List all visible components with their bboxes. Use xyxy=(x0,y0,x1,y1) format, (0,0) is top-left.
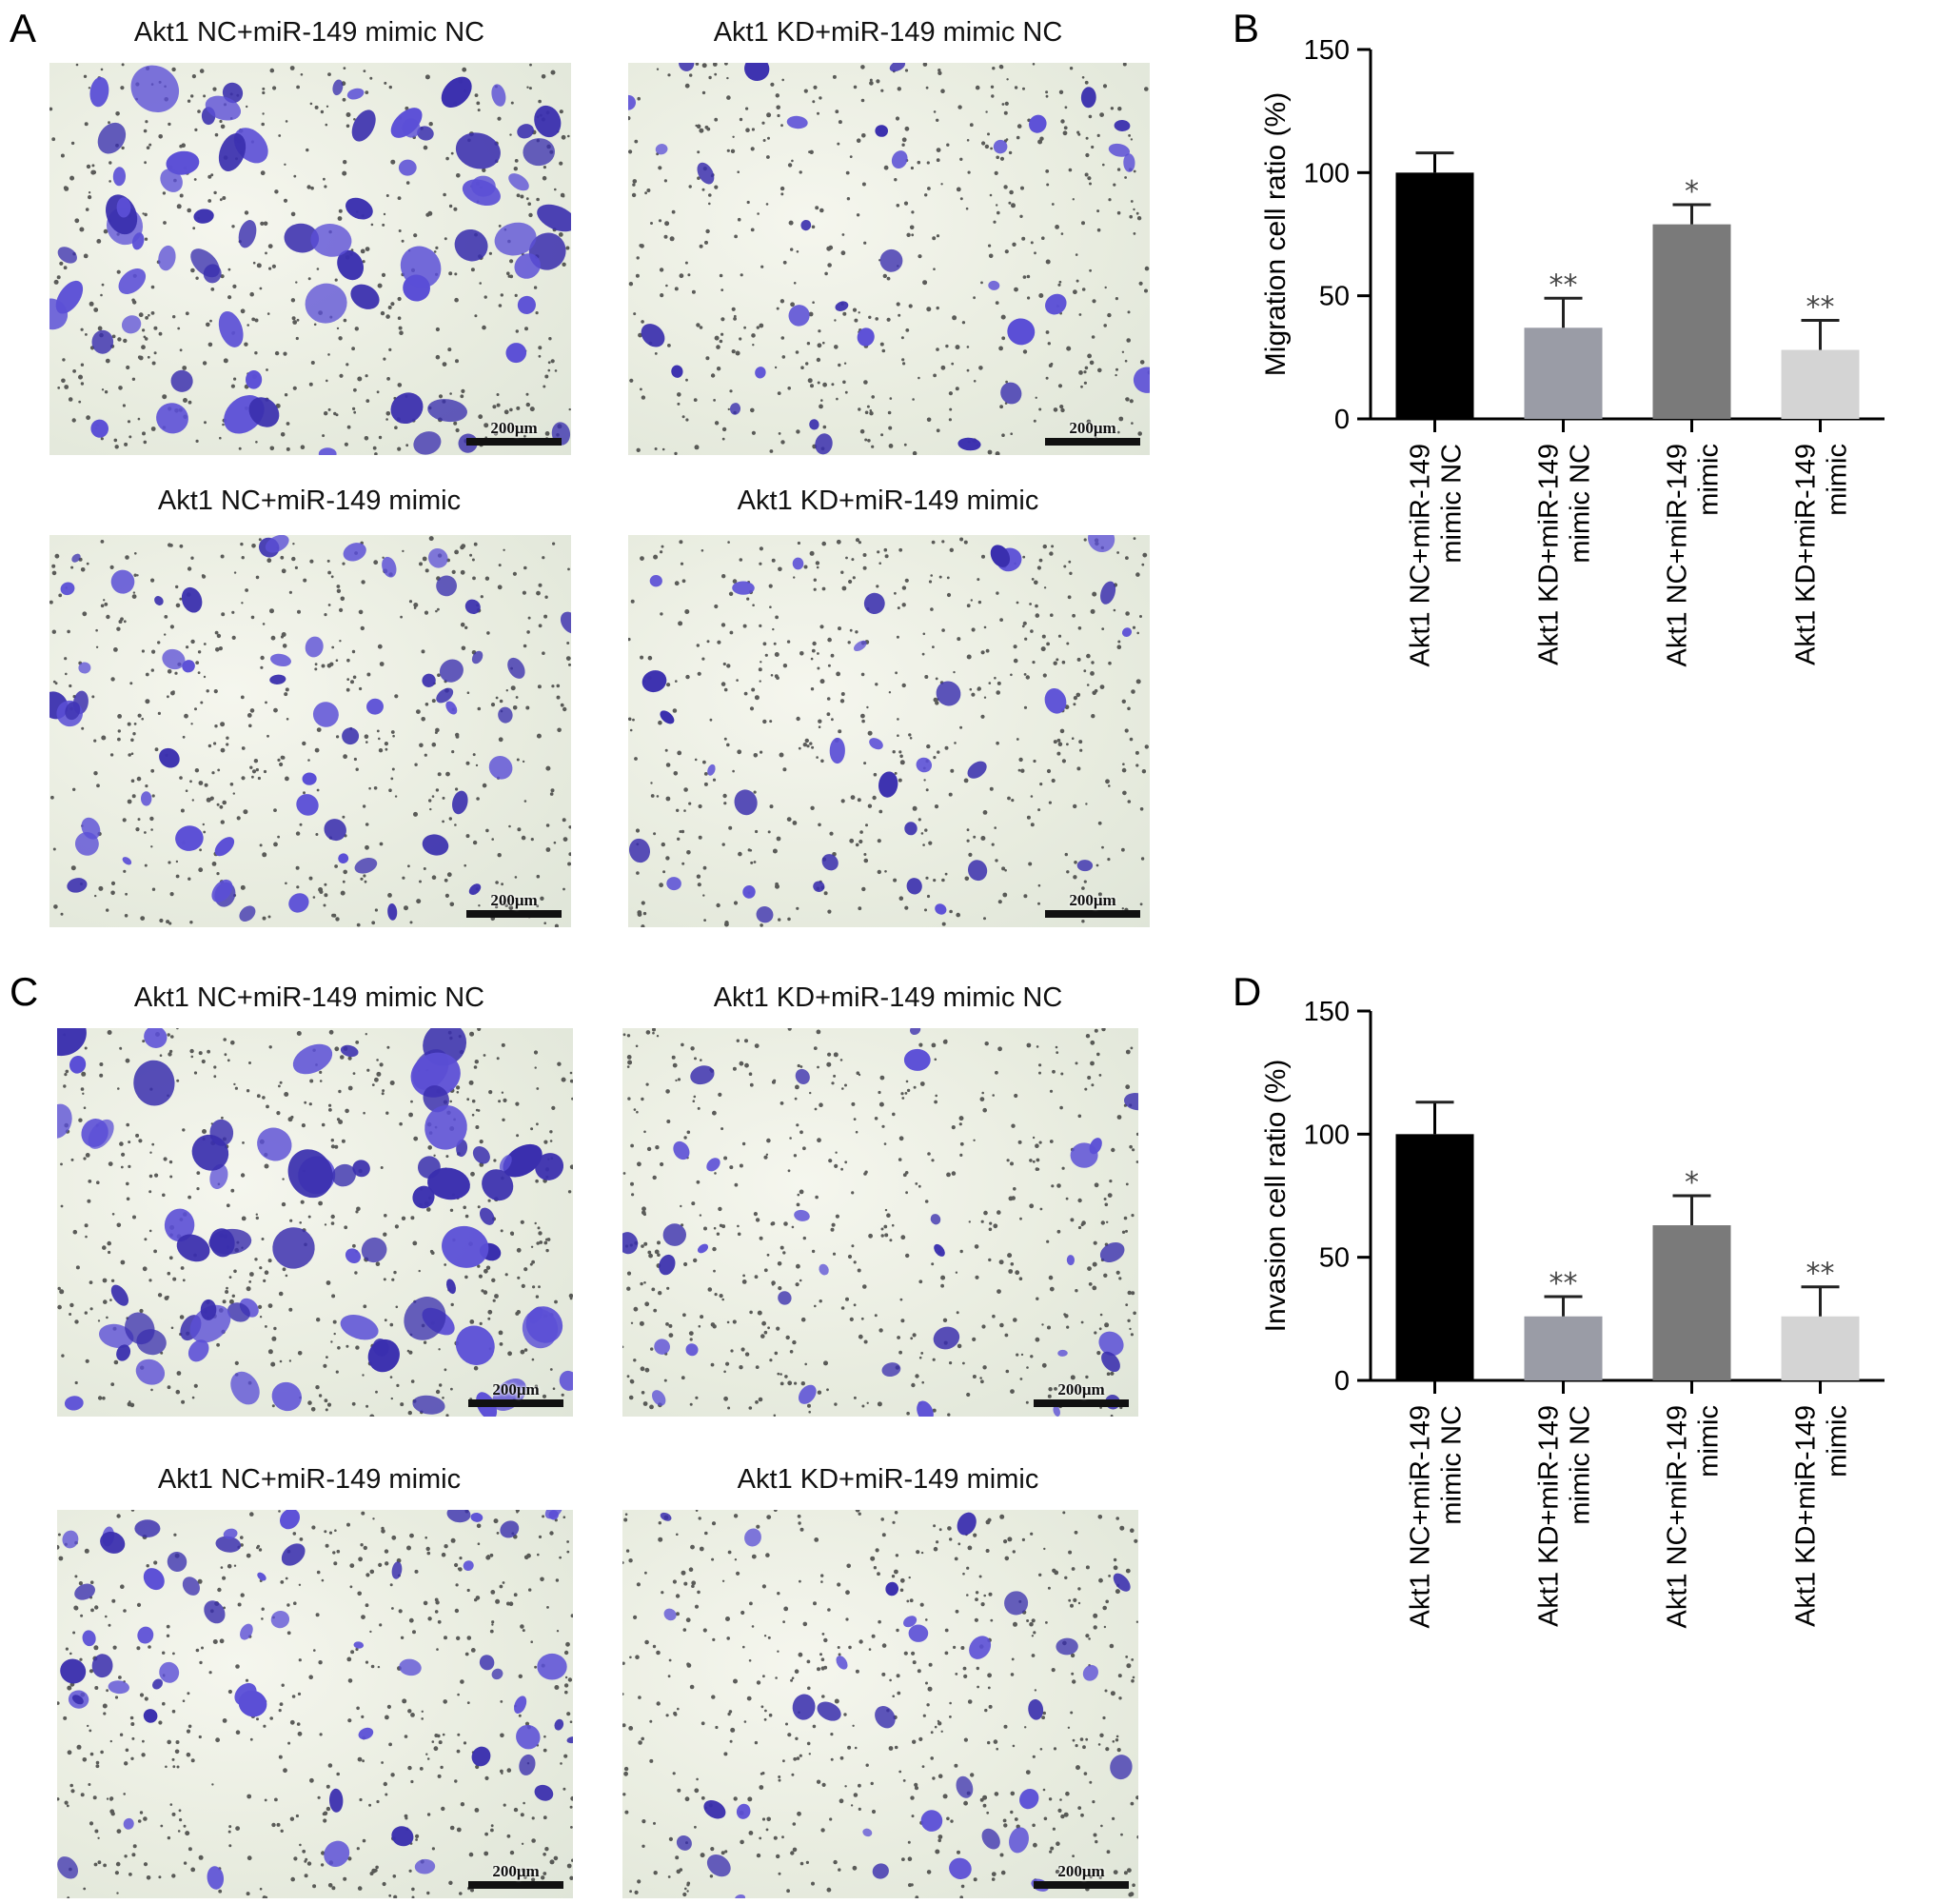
scale-bar xyxy=(466,910,562,918)
bar xyxy=(1781,349,1860,419)
panel-letter-b: B xyxy=(1233,6,1260,50)
image-caption: Akt1 KD+miR-149 mimic xyxy=(737,1464,1039,1495)
y-axis-label: Invasion cell ratio (%) xyxy=(1260,1060,1292,1333)
scale-bar-label: 200μm xyxy=(492,1862,540,1880)
micrograph-field xyxy=(622,1028,1138,1417)
y-tick-label: 0 xyxy=(1334,1366,1350,1397)
x-tick-label: Akt1 NC+miR-149mimic xyxy=(1663,444,1725,667)
x-tick-label: Akt1 NC+miR-149mimic xyxy=(1663,1405,1725,1629)
micrograph: 200μm xyxy=(49,63,571,455)
panel-letter-a: A xyxy=(10,6,37,50)
panel-letter-d: D xyxy=(1233,969,1262,1014)
micrograph-field xyxy=(622,1510,1138,1898)
y-axis-label: Migration cell ratio (%) xyxy=(1260,92,1292,376)
micrograph-field xyxy=(49,63,571,455)
image-caption: Akt1 NC+miR-149 mimic NC xyxy=(133,17,485,48)
significance-marker: ** xyxy=(1806,291,1835,325)
x-tick-label: Akt1 NC+miR-149mimic NC xyxy=(1406,444,1468,667)
bar xyxy=(1395,1134,1474,1380)
y-tick-label: 0 xyxy=(1334,405,1350,435)
scale-bar xyxy=(1045,438,1140,446)
micrograph: 200μm xyxy=(622,1028,1138,1417)
y-tick-label: 150 xyxy=(1304,35,1350,66)
micrograph: 200μm xyxy=(628,63,1150,455)
bar xyxy=(1524,327,1603,419)
micrograph-field xyxy=(628,63,1150,455)
image-caption: Akt1 NC+miR-149 mimic xyxy=(157,486,462,516)
scale-bar xyxy=(1034,1881,1129,1889)
bar xyxy=(1652,1225,1731,1380)
micrograph-field xyxy=(628,535,1149,927)
image-caption: Akt1 KD+miR-149 mimic xyxy=(737,486,1039,516)
x-tick-label: Akt1 KD+miR-149mimic xyxy=(1791,444,1853,665)
bar xyxy=(1395,172,1474,420)
panel-letter-c: C xyxy=(10,969,39,1014)
scale-bar xyxy=(1034,1399,1129,1407)
scale-bar-label: 200μm xyxy=(1069,891,1116,909)
image-caption: Akt1 NC+miR-149 mimic xyxy=(157,1464,462,1495)
y-tick-label: 100 xyxy=(1304,1120,1350,1150)
micrograph-field xyxy=(49,535,571,927)
image-caption: Akt1 KD+miR-149 mimic NC xyxy=(713,17,1063,48)
y-tick-label: 100 xyxy=(1304,158,1350,188)
y-tick-label: 50 xyxy=(1319,282,1350,312)
micrograph: 200μm xyxy=(628,535,1150,927)
micrograph: 200μm xyxy=(49,535,571,927)
scale-bar-label: 200μm xyxy=(492,1380,540,1398)
significance-marker: * xyxy=(1685,1166,1699,1200)
image-caption: Akt1 NC+miR-149 mimic NC xyxy=(133,982,485,1013)
scale-bar xyxy=(466,438,562,446)
bar xyxy=(1652,224,1731,419)
micrograph-field xyxy=(57,1510,573,1898)
significance-marker: ** xyxy=(1549,1267,1578,1300)
x-tick-label: Akt1 KD+miR-149mimic NC xyxy=(1534,1405,1596,1627)
scale-bar xyxy=(1045,910,1140,918)
bar xyxy=(1524,1316,1603,1380)
invasion-bar-chart: 0 50 100 150 Invasion cell ratio (%) Akt1 NC+… xyxy=(1237,990,1904,1714)
scale-bar xyxy=(468,1399,563,1407)
scale-bar-label: 200μm xyxy=(490,419,538,437)
y-tick-label: 50 xyxy=(1319,1243,1350,1274)
micrograph: 200μm xyxy=(57,1028,573,1417)
micrograph-field xyxy=(57,1028,573,1417)
significance-marker: ** xyxy=(1806,1258,1835,1291)
x-tick-label: Akt1 KD+miR-149mimic xyxy=(1791,1405,1853,1627)
significance-marker: * xyxy=(1685,175,1699,208)
scale-bar-label: 200μm xyxy=(1057,1380,1105,1398)
migration-bar-chart: 0 50 100 150 Migration cell ratio (%) Akt1 NC… xyxy=(1237,29,1904,752)
x-tick-label: Akt1 NC+miR-149mimic NC xyxy=(1406,1405,1468,1629)
significance-marker: ** xyxy=(1549,268,1578,302)
x-tick-label: Akt1 KD+miR-149mimic NC xyxy=(1534,444,1596,665)
scale-bar-label: 200μm xyxy=(1069,419,1116,437)
micrograph: 200μm xyxy=(622,1510,1138,1898)
micrograph: 200μm xyxy=(57,1510,573,1898)
y-tick-label: 150 xyxy=(1304,997,1350,1027)
image-caption: Akt1 KD+miR-149 mimic NC xyxy=(713,982,1063,1013)
scale-bar xyxy=(468,1881,563,1889)
scale-bar-label: 200μm xyxy=(490,891,538,909)
scale-bar-label: 200μm xyxy=(1057,1862,1105,1880)
bar xyxy=(1781,1316,1860,1380)
